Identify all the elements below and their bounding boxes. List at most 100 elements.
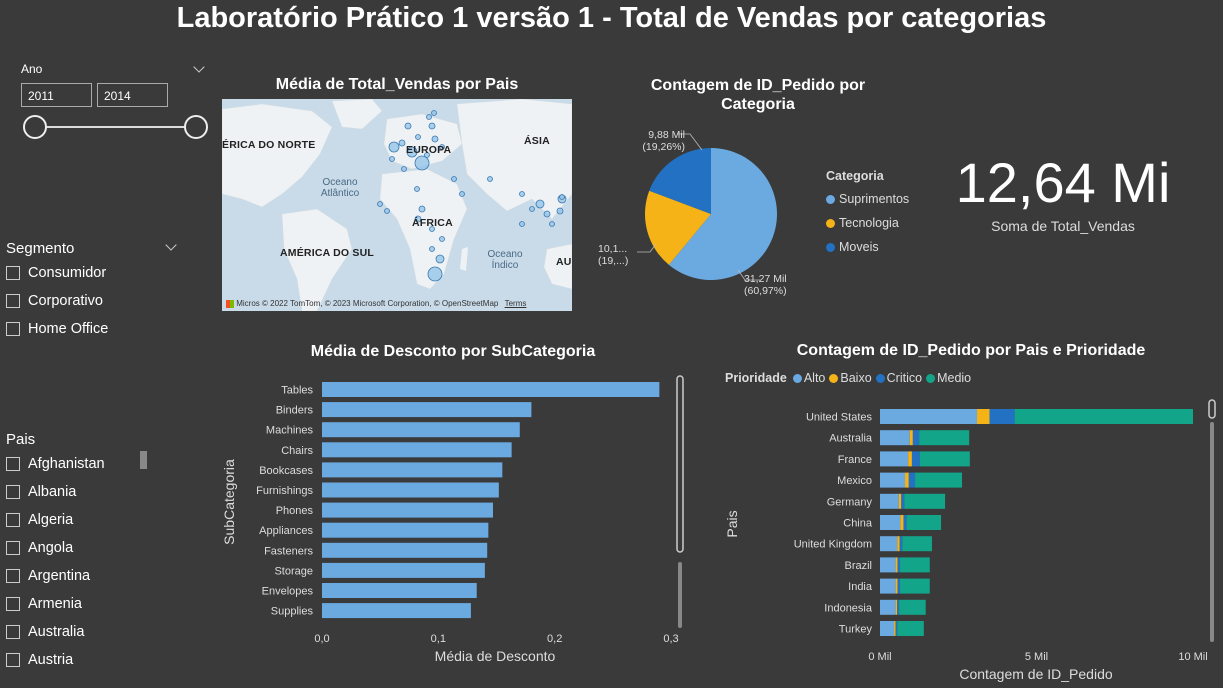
stacked-bar-segment-baixo[interactable] xyxy=(905,472,909,488)
stacked-bar-segment-alto[interactable] xyxy=(880,621,895,636)
discount-bar[interactable] xyxy=(322,542,488,558)
stacked-scrollbar-thumb[interactable] xyxy=(1208,399,1216,419)
stacked-bar-segment-baixo[interactable] xyxy=(894,621,896,636)
stacked-bar-segment-critico[interactable] xyxy=(912,430,920,446)
discount-bar[interactable] xyxy=(322,522,489,538)
discount-bar[interactable] xyxy=(322,603,471,619)
pais-item[interactable]: Australia xyxy=(6,618,206,646)
stacked-bar-segment-critico[interactable] xyxy=(908,472,916,488)
stacked-bar-segment-critico[interactable] xyxy=(901,493,905,509)
pais-item[interactable]: Austria xyxy=(6,646,206,674)
pais-scrollbar[interactable] xyxy=(140,451,147,469)
stacked-bar-segment-critico[interactable] xyxy=(911,451,920,467)
ano-slider-end-handle[interactable] xyxy=(184,115,208,139)
segmento-item[interactable]: Home Office xyxy=(6,315,206,343)
pie-chart[interactable] xyxy=(596,118,812,308)
checkbox[interactable] xyxy=(6,322,20,336)
stacked-bar-segment-medio[interactable] xyxy=(902,536,932,552)
checkbox[interactable] xyxy=(6,541,20,555)
stacked-bar-segment-alto[interactable] xyxy=(880,599,896,615)
stacked-bar-segment-critico[interactable] xyxy=(895,621,898,636)
checkbox[interactable] xyxy=(6,485,20,499)
stacked-legend-item-alto[interactable]: Alto xyxy=(792,371,825,385)
pais-item[interactable]: Afghanistan xyxy=(6,450,206,478)
stacked-bar-segment-medio[interactable] xyxy=(906,515,942,530)
map-terms-link[interactable]: Terms xyxy=(504,299,527,308)
discount-bar[interactable] xyxy=(322,442,512,458)
discount-bar[interactable] xyxy=(322,583,477,598)
stacked-bar-segment-critico[interactable] xyxy=(897,578,901,594)
segmento-item[interactable]: Consumidor xyxy=(6,259,206,287)
stacked-bar-segment-baixo[interactable] xyxy=(895,557,898,573)
stacked-bar-segment-critico[interactable] xyxy=(899,536,903,552)
stacked-bar-segment-baixo[interactable] xyxy=(908,451,912,467)
discount-scrollbar-track[interactable] xyxy=(678,562,682,628)
stacked-bar-segment-medio[interactable] xyxy=(904,493,946,509)
discount-bar[interactable] xyxy=(322,382,660,397)
stacked-bar-segment-alto[interactable] xyxy=(880,430,910,446)
ano-slider-start-handle[interactable] xyxy=(23,115,47,139)
stacked-bar-segment-alto[interactable] xyxy=(880,493,899,509)
stacked-bar-segment-critico[interactable] xyxy=(897,557,901,573)
stacked-legend-item-baixo[interactable]: Baixo xyxy=(829,371,872,385)
discount-bar[interactable] xyxy=(322,422,520,438)
stacked-bar-segment-alto[interactable] xyxy=(880,578,896,594)
stacked-bar-segment-critico[interactable] xyxy=(897,599,900,615)
stacked-bar-segment-medio[interactable] xyxy=(897,621,924,636)
pie-slice-moveis[interactable] xyxy=(649,148,711,214)
discount-bar[interactable] xyxy=(322,402,532,418)
discount-bar[interactable] xyxy=(322,562,485,578)
stacked-bar-segment-critico[interactable] xyxy=(989,409,1015,424)
stacked-scrollbar-track[interactable] xyxy=(1210,422,1214,642)
checkbox[interactable] xyxy=(6,266,20,280)
ano-to-input[interactable]: 2014 xyxy=(97,83,168,107)
stacked-bar-segment-alto[interactable] xyxy=(880,515,901,530)
pais-item[interactable]: Angola xyxy=(6,534,206,562)
stacked-bar-segment-medio[interactable] xyxy=(919,451,970,467)
legend-item-moveis[interactable]: Moveis xyxy=(826,235,909,259)
segmento-chevron-down-icon[interactable] xyxy=(165,239,177,251)
checkbox[interactable] xyxy=(6,513,20,527)
pais-item[interactable]: Albania xyxy=(6,478,206,506)
stacked-legend-item-medio[interactable]: Medio xyxy=(926,371,971,385)
checkbox[interactable] xyxy=(6,457,20,471)
ano-slider-track[interactable] xyxy=(35,126,197,128)
ano-from-input[interactable]: 2011 xyxy=(21,83,92,107)
world-map[interactable]: ÉRICA DO NORTE EUROPA ÁSIA ÁFRICA AMÉRIC… xyxy=(222,99,572,311)
stacked-bar-segment-alto[interactable] xyxy=(880,451,909,467)
stacked-bar-segment-critico[interactable] xyxy=(903,515,907,530)
checkbox[interactable] xyxy=(6,597,20,611)
segmento-item[interactable]: Corporativo xyxy=(6,287,206,315)
checkbox[interactable] xyxy=(6,294,20,308)
legend-item-suprimentos[interactable]: Suprimentos xyxy=(826,187,909,211)
discount-bar[interactable] xyxy=(322,462,503,478)
discount-scrollbar[interactable] xyxy=(676,375,684,553)
legend-item-tecnologia[interactable]: Tecnologia xyxy=(826,211,909,235)
ano-chevron-down-icon[interactable] xyxy=(193,61,205,73)
stacked-bar-segment-baixo[interactable] xyxy=(895,599,898,615)
stacked-bar-segment-medio[interactable] xyxy=(915,472,963,488)
stacked-bar-segment-baixo[interactable] xyxy=(895,578,898,594)
pais-item[interactable]: Armenia xyxy=(6,590,206,618)
pais-item[interactable]: Argentina xyxy=(6,562,206,590)
pais-item[interactable]: Algeria xyxy=(6,506,206,534)
stacked-bar-segment-baixo[interactable] xyxy=(909,430,913,446)
stacked-bar-segment-baixo[interactable] xyxy=(898,493,902,509)
checkbox[interactable] xyxy=(6,625,20,639)
discount-bar-chart[interactable]: Tables Binders Machines Chairs Bookcases Furn… xyxy=(218,372,690,672)
stacked-bar-segment-medio[interactable] xyxy=(919,430,970,446)
stacked-bar-segment-medio[interactable] xyxy=(1014,409,1193,424)
stacked-bar-segment-baixo[interactable] xyxy=(900,515,904,530)
stacked-bar-segment-medio[interactable] xyxy=(899,599,926,615)
stacked-legend-item-critico[interactable]: Critico xyxy=(875,371,922,385)
stacked-bar-segment-medio[interactable] xyxy=(900,578,930,594)
discount-bar[interactable] xyxy=(322,502,494,518)
stacked-bar-segment-alto[interactable] xyxy=(880,536,898,552)
discount-bar[interactable] xyxy=(322,482,499,498)
stacked-bar-segment-alto[interactable] xyxy=(880,472,906,488)
checkbox[interactable] xyxy=(6,653,20,667)
stacked-bar-segment-medio[interactable] xyxy=(900,557,930,573)
pie-slice-tecnologia[interactable] xyxy=(645,190,711,265)
stacked-bar-chart[interactable]: United States Australia France Mexico German… xyxy=(718,394,1223,688)
checkbox[interactable] xyxy=(6,569,20,583)
